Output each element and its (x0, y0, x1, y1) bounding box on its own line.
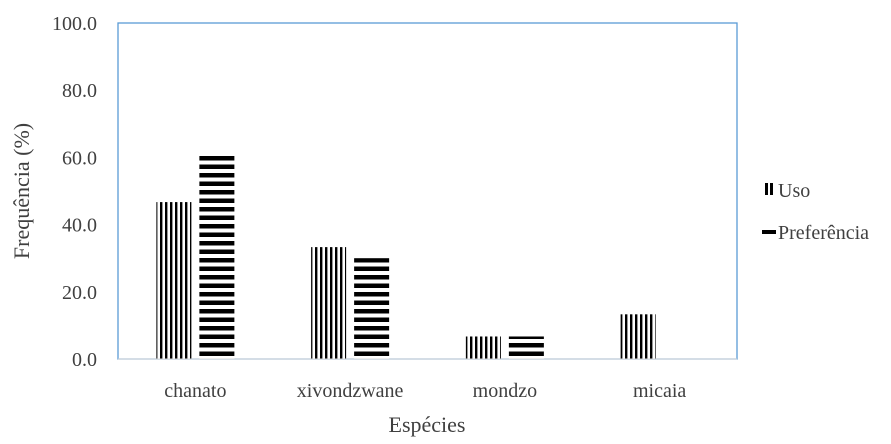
y-tick-label: 20.0 (62, 282, 97, 304)
bar-series (156, 152, 656, 359)
y-tick-label: 80.0 (62, 80, 97, 102)
bar-uso-micaia (620, 314, 656, 359)
y-axis-tick-labels: 0.0 20.0 40.0 60.0 80.0 100.0 (52, 13, 97, 371)
x-tick-label: mondzo (473, 380, 537, 402)
x-axis-title: Espécies (389, 412, 466, 437)
y-axis-title: Frequência (%) (9, 123, 34, 259)
legend-swatch-uso (765, 183, 768, 195)
x-tick-label: micaia (633, 380, 686, 402)
x-tick-label: xivondzwane (297, 380, 404, 402)
x-tick-label: chanato (164, 380, 226, 402)
bar-uso-mondzo (465, 336, 501, 359)
bar-uso-chanato (156, 202, 192, 359)
y-tick-label: 100.0 (52, 13, 97, 35)
legend-label: Preferência (778, 222, 869, 244)
legend-label: Uso (778, 180, 810, 202)
bar-preferência-chanato (199, 152, 235, 359)
legend-swatch-uso (770, 183, 773, 195)
bar-preferência-xivondzwane (354, 258, 390, 359)
y-tick-label: 40.0 (62, 215, 97, 237)
x-axis-tick-labels: chanato xivondzwane mondzo micaia (164, 380, 686, 402)
y-tick-label: 60.0 (62, 147, 97, 169)
y-tick-label: 0.0 (72, 349, 97, 371)
bar-uso-xivondzwane (311, 247, 347, 359)
chart-legend: Uso Preferência (762, 180, 869, 244)
legend-swatch-preferencia (762, 230, 776, 234)
bar-preferência-mondzo (508, 336, 544, 359)
